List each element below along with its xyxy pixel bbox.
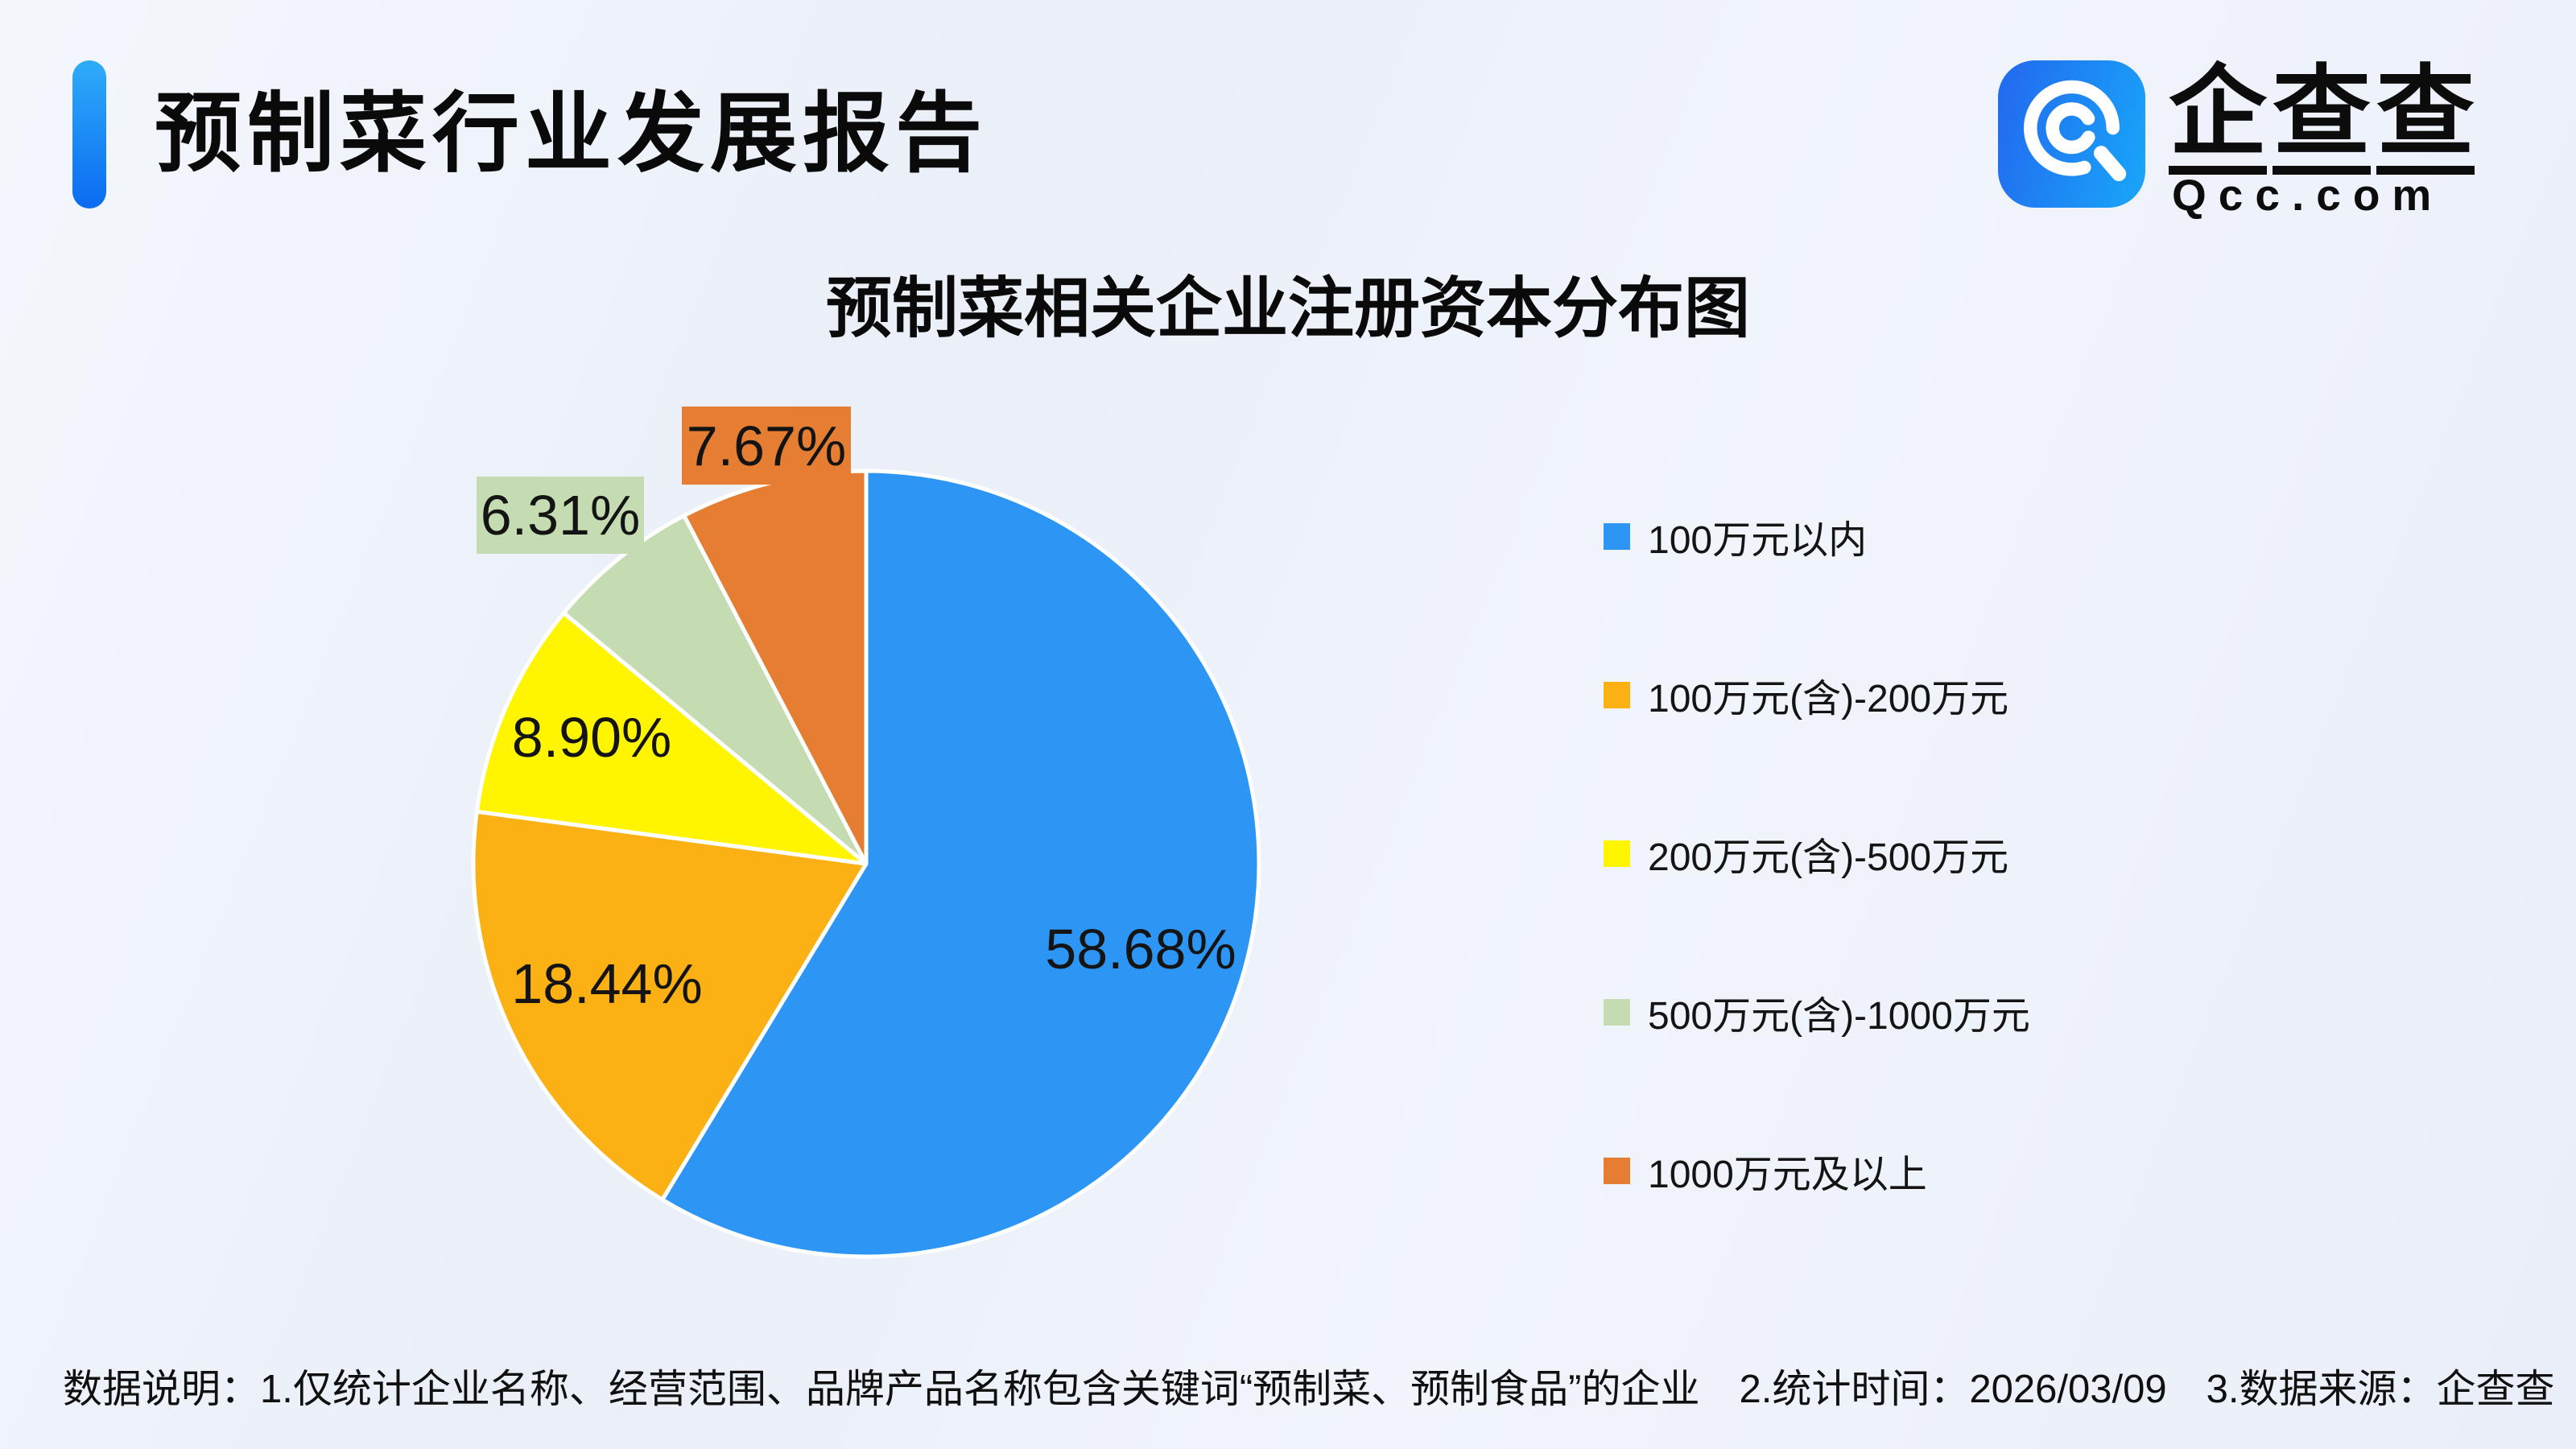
pie-slice — [561, 514, 869, 866]
legend-marker — [1604, 840, 1630, 867]
data-source-note: 数据说明：1.仅统计企业名称、经营范围、品牌产品名称包含关键词“预制菜、预制食品… — [63, 1368, 2555, 1411]
pie-slice — [660, 469, 1261, 1259]
title-accent-bar — [72, 60, 106, 208]
legend-item: 200万元(含)-500万元 — [1604, 831, 2008, 879]
legend-label: 100万元(含)-200万元 — [1648, 678, 2009, 720]
pie-slice — [474, 610, 869, 866]
legend-label: 200万元(含)-500万元 — [1648, 836, 2009, 879]
legend-label: 1000万元及以上 — [1648, 1154, 1927, 1196]
legend-marker — [1604, 522, 1630, 550]
legend-label: 500万元(含)-1000万元 — [1648, 995, 2030, 1038]
legend-label: 100万元以内 — [1648, 519, 1868, 562]
legend: 100万元以内 100万元(含)-200万元 200万元(含)-500万元 50… — [1604, 0, 2215, 1449]
chart-title: 预制菜相关企业注册资本分布图 — [825, 272, 1750, 345]
slice-value-label-amber: 18.44% — [511, 952, 703, 1015]
brand-name-char: 企 — [2169, 63, 2267, 175]
pie-chart — [471, 469, 1261, 1259]
legend-marker — [1604, 998, 1630, 1026]
qcc-logo-icon — [1998, 60, 2145, 208]
legend-marker — [1604, 681, 1630, 708]
legend-item: 100万元以内 — [1604, 514, 1867, 562]
magnifier-q-glyph — [2024, 80, 2127, 182]
slice-value-label-blue: 58.68% — [1045, 918, 1236, 980]
slice-value-label-yellow: 8.90% — [511, 706, 672, 769]
legend-item: 1000万元及以上 — [1604, 1148, 1927, 1196]
page-title: 预制菜行业发展报告 — [155, 85, 989, 182]
brand-name-char: 查 — [2376, 63, 2475, 175]
slice-value-label-green: 6.31% — [477, 477, 644, 554]
brand-domain: Qcc.com — [2172, 170, 2444, 220]
slice-value-label-orange: 7.67% — [682, 407, 851, 485]
pie-slice — [471, 809, 869, 1202]
brand-name-char: 查 — [2273, 63, 2371, 175]
brand-name: 企查查 — [2169, 63, 2480, 175]
legend-item: 500万元(含)-1000万元 — [1604, 989, 2030, 1038]
legend-item: 100万元(含)-200万元 — [1604, 672, 2008, 720]
legend-marker — [1604, 1157, 1630, 1184]
